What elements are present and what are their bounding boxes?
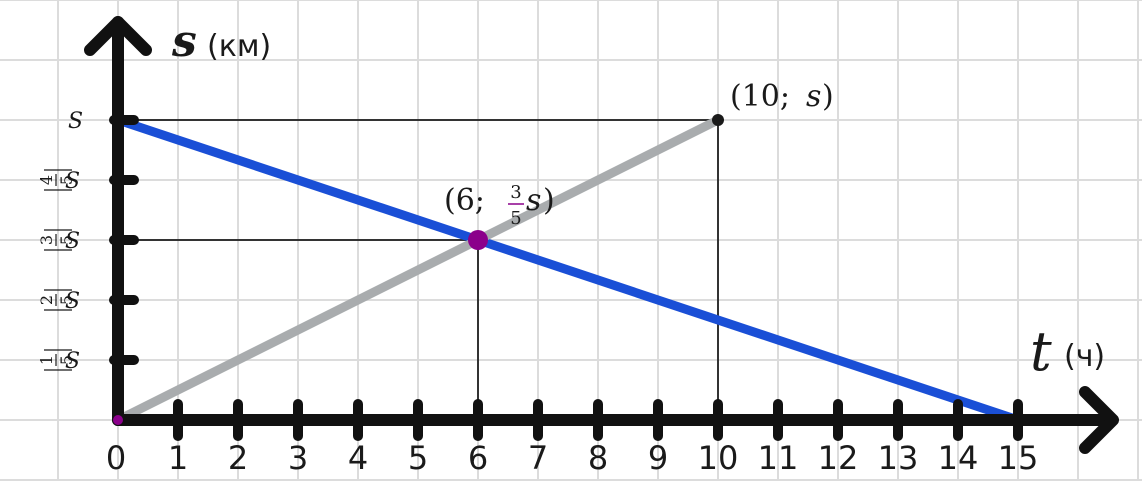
series-line-1	[113, 115, 1023, 425]
annotation-var: s	[806, 79, 821, 114]
x-tick-label: 10	[698, 439, 739, 477]
x-tick-label: 12	[818, 439, 859, 477]
annotation-numerator: 3	[510, 182, 521, 203]
x-tick-label: 13	[878, 439, 919, 477]
y-tick-numerator: 3	[37, 235, 56, 245]
intersection-label: (6; 3 5s)	[444, 182, 555, 229]
annotation-close: )	[543, 183, 555, 218]
y-tick-var-label: S	[65, 229, 80, 254]
endpoint-point	[712, 114, 724, 126]
y-tick-denominator: 5	[57, 175, 76, 185]
y-axis-arrow	[84, 16, 152, 56]
x-tick-label: 3	[288, 439, 308, 477]
origin-point	[113, 415, 123, 425]
x-tick-label: 15	[998, 439, 1039, 477]
series-line-2	[113, 115, 723, 425]
x-tick-label: 9	[648, 439, 668, 477]
y-axis-symbol: s	[171, 16, 197, 67]
intersection-point	[468, 230, 488, 250]
points	[113, 114, 724, 425]
x-tick-label: 1	[168, 439, 188, 477]
y-tick-var-label: S	[68, 109, 83, 134]
x-axis-symbol: t	[1030, 320, 1052, 383]
endpoint-label: (10; s)	[730, 79, 834, 114]
y-tick-var-label: S	[65, 289, 80, 314]
x-tick-label: 7	[528, 439, 548, 477]
x-tick-label: 11	[758, 439, 799, 477]
y-tick-numerator: 1	[37, 355, 56, 365]
y-tick-numerator: 2	[37, 295, 56, 305]
annotation-text: (6;	[444, 183, 485, 218]
x-tick-label: 0	[106, 439, 126, 477]
annotation-text: (10;	[730, 79, 790, 114]
y-axis-unit: (км)	[207, 29, 271, 64]
annotation-var: s	[526, 183, 541, 218]
y-tick-var-label: S	[65, 169, 80, 194]
axes	[84, 16, 1119, 454]
y-tick-var-label: S	[65, 349, 80, 374]
y-tick-denominator: 5	[57, 295, 76, 305]
x-tick-label: 2	[228, 439, 248, 477]
x-tick-label: 4	[348, 439, 368, 477]
x-tick-label: 8	[588, 439, 608, 477]
x-tick-label: 6	[468, 439, 488, 477]
y-tick-denominator: 5	[57, 235, 76, 245]
ticks	[109, 115, 1023, 441]
guide-lines	[118, 119, 719, 420]
x-tick-label: 14	[938, 439, 979, 477]
y-tick-numerator: 4	[37, 175, 56, 185]
y-tick-denominator: 5	[57, 355, 76, 365]
x-tick-label: 5	[408, 439, 428, 477]
series-lines	[113, 115, 1023, 425]
annotation-close: )	[822, 79, 834, 114]
x-axis-unit: (ч)	[1064, 339, 1105, 374]
x-axis-arrow	[1079, 386, 1119, 454]
annotation-denominator: 5	[510, 208, 521, 229]
